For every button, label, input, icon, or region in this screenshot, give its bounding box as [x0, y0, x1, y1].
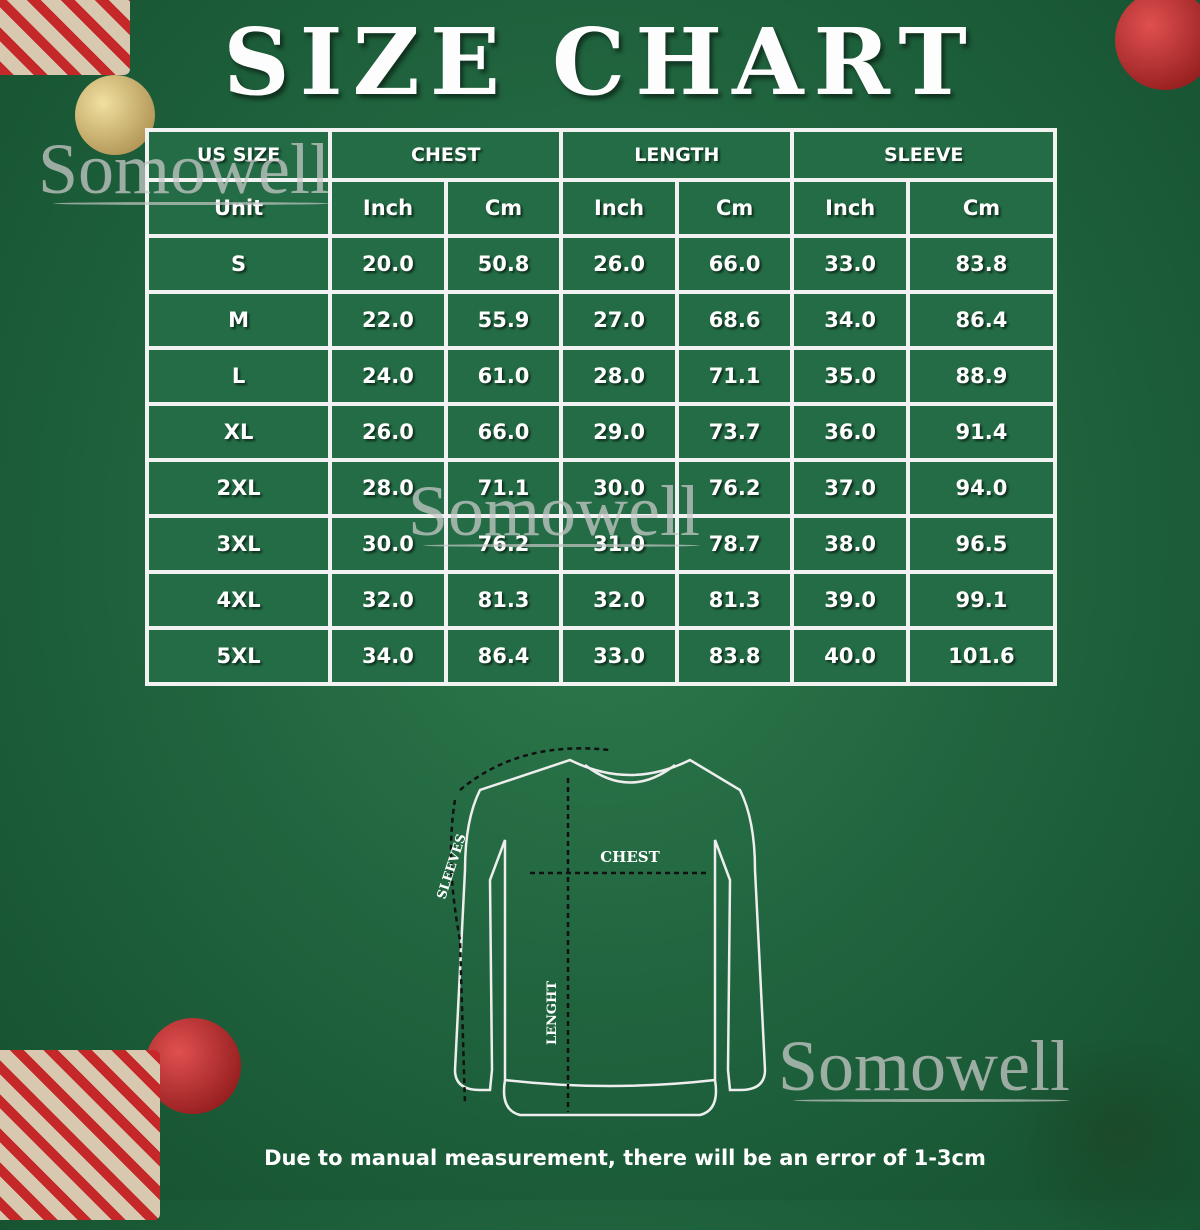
ornament-red — [1115, 0, 1200, 90]
table-row: XL 26.0 66.0 29.0 73.7 36.0 91.4 — [149, 406, 1053, 458]
length-label: LENGHT — [545, 981, 560, 1045]
size-cell: 2XL — [149, 462, 329, 514]
measurement-cell: 28.0 — [332, 462, 444, 514]
table-row: M 22.0 55.9 27.0 68.6 34.0 86.4 — [149, 294, 1053, 346]
unit-header-cell: Cm — [447, 182, 560, 234]
measurement-cell: 71.1 — [447, 462, 560, 514]
header-length: LENGTH — [563, 132, 791, 178]
measurement-cell: 33.0 — [563, 630, 675, 682]
size-cell: 5XL — [149, 630, 329, 682]
header-sleeve: SLEEVE — [794, 132, 1053, 178]
size-cell: XL — [149, 406, 329, 458]
measurement-cell: 55.9 — [447, 294, 560, 346]
measurement-cell: 20.0 — [332, 238, 444, 290]
measurement-cell: 50.8 — [447, 238, 560, 290]
unit-header-cell: Cm — [909, 182, 1053, 234]
size-cell: S — [149, 238, 329, 290]
unit-header-cell: Inch — [794, 182, 906, 234]
measurement-cell: 76.2 — [678, 462, 791, 514]
measurement-cell: 32.0 — [563, 574, 675, 626]
watermark: Somowell — [778, 1026, 1071, 1106]
measurement-cell: 35.0 — [794, 350, 906, 402]
measurement-cell: 81.3 — [447, 574, 560, 626]
sweater-diagram: CHEST SLEEVES LENGHT — [435, 747, 767, 1117]
unit-header-cell: Unit — [149, 182, 329, 234]
measurement-cell: 101.6 — [909, 630, 1053, 682]
pine-branch — [1000, 1040, 1200, 1230]
measurement-cell: 68.6 — [678, 294, 791, 346]
measurement-cell: 27.0 — [563, 294, 675, 346]
measurement-cell: 29.0 — [563, 406, 675, 458]
measurement-cell: 81.3 — [678, 574, 791, 626]
measurement-cell: 83.8 — [909, 238, 1053, 290]
measurement-cell: 26.0 — [332, 406, 444, 458]
measurement-cell: 22.0 — [332, 294, 444, 346]
ornament-red — [145, 1018, 241, 1114]
measurement-cell: 38.0 — [794, 518, 906, 570]
ornament-gold — [75, 75, 155, 155]
group-header-row: US SIZE CHEST LENGTH SLEEVE — [149, 132, 1053, 178]
measurement-cell: 86.4 — [909, 294, 1053, 346]
measurement-cell: 61.0 — [447, 350, 560, 402]
measurement-cell: 39.0 — [794, 574, 906, 626]
page-title: SIZE CHART — [223, 8, 977, 116]
table-row: L 24.0 61.0 28.0 71.1 35.0 88.9 — [149, 350, 1053, 402]
measurement-cell: 99.1 — [909, 574, 1053, 626]
measurement-cell: 30.0 — [563, 462, 675, 514]
unit-header-row: Unit Inch Cm Inch Cm Inch Cm — [149, 182, 1053, 234]
measurement-cell: 40.0 — [794, 630, 906, 682]
measurement-cell: 71.1 — [678, 350, 791, 402]
measurement-cell: 33.0 — [794, 238, 906, 290]
unit-header-cell: Inch — [332, 182, 444, 234]
size-cell: 4XL — [149, 574, 329, 626]
header-us-size: US SIZE — [149, 132, 329, 178]
table-row: 2XL 28.0 71.1 30.0 76.2 37.0 94.0 — [149, 462, 1053, 514]
size-cell: L — [149, 350, 329, 402]
table-row: S 20.0 50.8 26.0 66.0 33.0 83.8 — [149, 238, 1053, 290]
measurement-cell: 73.7 — [678, 406, 791, 458]
measurement-cell: 37.0 — [794, 462, 906, 514]
measurement-cell: 34.0 — [794, 294, 906, 346]
size-cell: M — [149, 294, 329, 346]
unit-header-cell: Inch — [563, 182, 675, 234]
size-cell: 3XL — [149, 518, 329, 570]
measurement-note: Due to manual measurement, there will be… — [264, 1146, 986, 1170]
measurement-cell: 66.0 — [678, 238, 791, 290]
measurement-cell: 83.8 — [678, 630, 791, 682]
watermark: Somowell — [408, 471, 701, 551]
measurement-cell: 28.0 — [563, 350, 675, 402]
measurement-cell: 86.4 — [447, 630, 560, 682]
measurement-cell: 88.9 — [909, 350, 1053, 402]
gift-box — [0, 1050, 160, 1220]
measurement-cell: 34.0 — [332, 630, 444, 682]
watermark: Somowell — [38, 129, 331, 209]
chest-label: CHEST — [600, 848, 660, 866]
unit-header-cell: Cm — [678, 182, 791, 234]
header-chest: CHEST — [332, 132, 560, 178]
gift-box — [0, 0, 130, 75]
measurement-cell: 30.0 — [332, 518, 444, 570]
table-row: 4XL 32.0 81.3 32.0 81.3 39.0 99.1 — [149, 574, 1053, 626]
measurement-cell: 66.0 — [447, 406, 560, 458]
size-table: US SIZE CHEST LENGTH SLEEVE Unit Inch Cm In… — [145, 128, 1057, 686]
measurement-cell: 91.4 — [909, 406, 1053, 458]
measurement-cell: 36.0 — [794, 406, 906, 458]
measurement-cell: 96.5 — [909, 518, 1053, 570]
table-row: 5XL 34.0 86.4 33.0 83.8 40.0 101.6 — [149, 630, 1053, 682]
measurement-cell: 26.0 — [563, 238, 675, 290]
measurement-cell: 32.0 — [332, 574, 444, 626]
measurement-cell: 94.0 — [909, 462, 1053, 514]
measurement-cell: 24.0 — [332, 350, 444, 402]
